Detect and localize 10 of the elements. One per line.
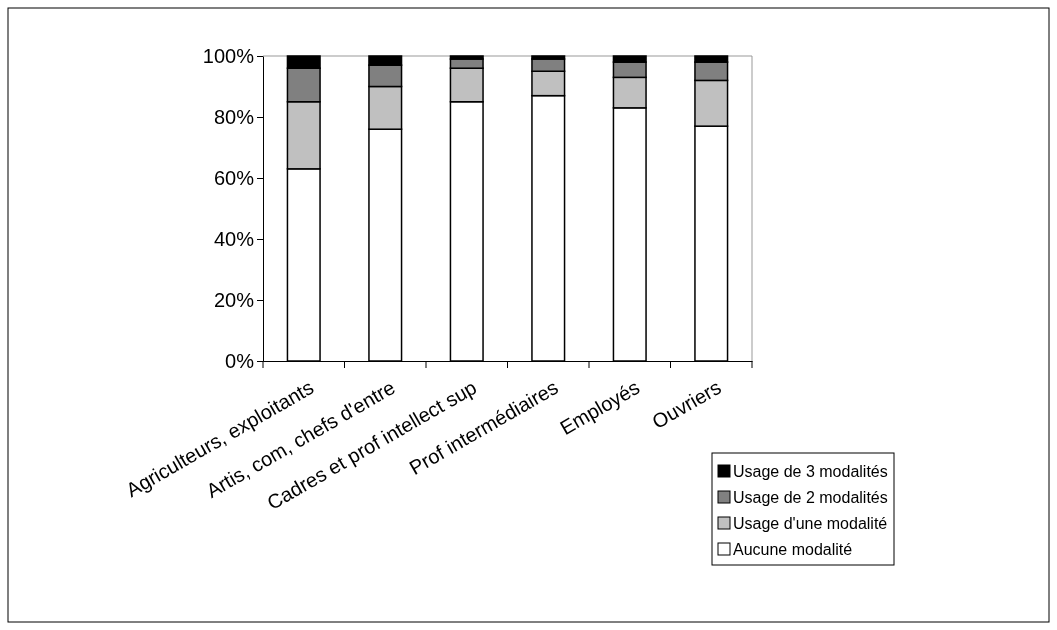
legend-label: Usage d'une modalité [733, 515, 888, 532]
y-tick-label: 0% [225, 349, 255, 372]
legend-label: Usage de 3 modalités [733, 463, 888, 480]
y-tick-label: 40% [213, 227, 255, 250]
y-tick-label: 20% [213, 288, 255, 311]
y-tick-label: 60% [213, 166, 255, 189]
legend-label: Usage de 2 modalités [733, 489, 888, 506]
y-tick-label: 100% [202, 44, 255, 67]
y-tick-label: 80% [213, 105, 255, 128]
legend-label: Aucune modalité [733, 541, 853, 558]
